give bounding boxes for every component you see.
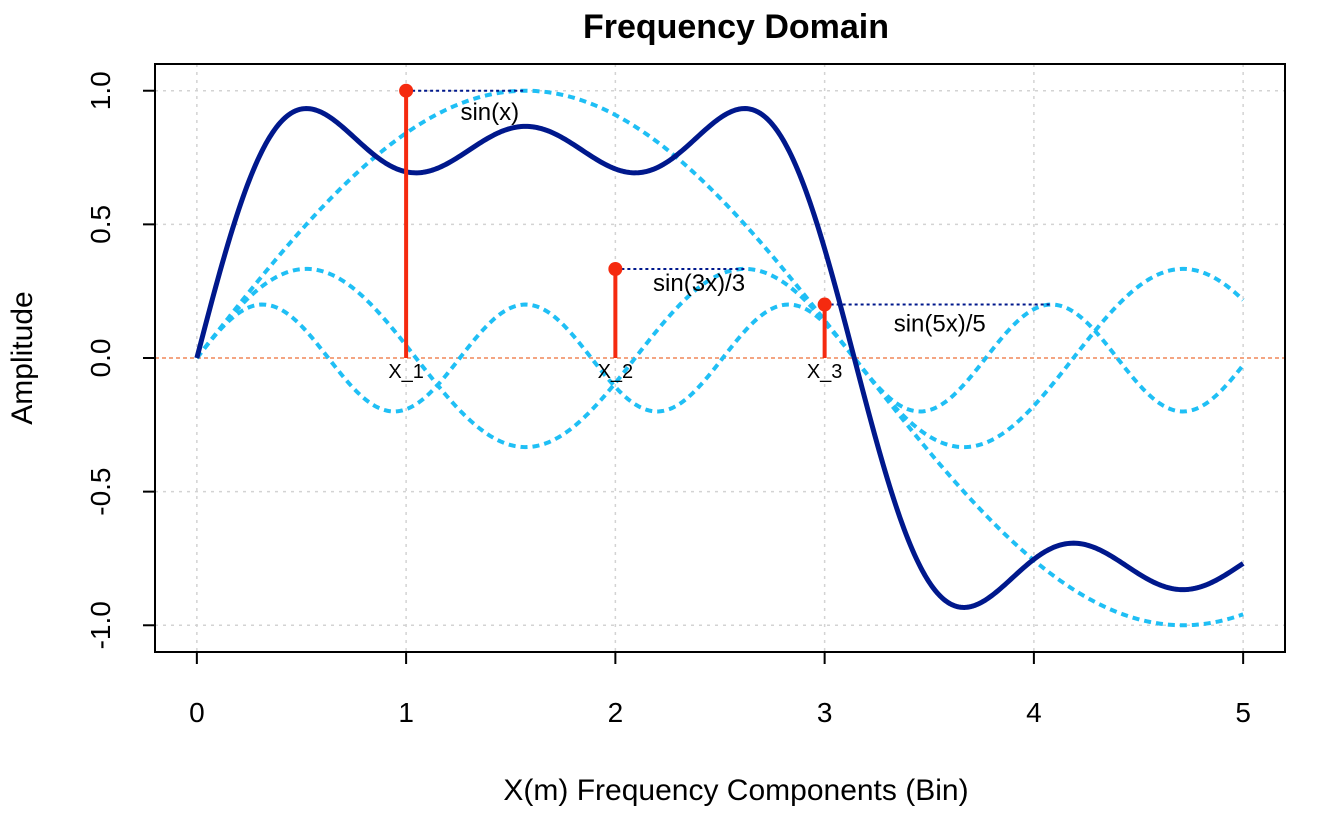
series-layer bbox=[194, 88, 1245, 628]
annotation-1: sin(x) bbox=[460, 99, 519, 126]
annotation-layer: sin(x) sin(3x)/3 sin(5x)/5 bbox=[460, 99, 985, 337]
stem-marker-3 bbox=[817, 297, 832, 312]
y-tick-label-3: 0.5 bbox=[85, 205, 116, 244]
y-axis-label: Amplitude bbox=[6, 291, 39, 424]
stem-marker-1 bbox=[399, 83, 414, 98]
series-line-h1 bbox=[195, 88, 1244, 628]
stem-marker-2 bbox=[608, 261, 623, 276]
y-tick-label-0: -1.0 bbox=[85, 601, 116, 649]
x-tick-label-3: 3 bbox=[817, 697, 833, 728]
series-line-h5 bbox=[195, 302, 1245, 414]
y-tick-label-4: 1.0 bbox=[85, 71, 116, 110]
y-tick-label-1: -0.5 bbox=[85, 468, 116, 516]
chart-title: Frequency Domain bbox=[583, 8, 889, 46]
axes: 0 1 2 3 4 5 -1.0 -0.5 0.0 0.5 1.0 bbox=[85, 71, 1251, 728]
stem-label-1: X_1 bbox=[388, 361, 424, 383]
x-tick-label-5: 5 bbox=[1235, 697, 1251, 728]
y-tick-label-2: 0.0 bbox=[85, 339, 116, 378]
x-axis-label: X(m) Frequency Components (Bin) bbox=[503, 774, 968, 807]
plot-frame bbox=[154, 63, 1286, 653]
stem-label-3: X_3 bbox=[807, 361, 843, 383]
x-tick-label-4: 4 bbox=[1026, 697, 1042, 728]
x-tick-label-1: 1 bbox=[398, 697, 414, 728]
stem-layer: X_1 X_2 X_3 bbox=[388, 83, 843, 383]
series-line-h3 bbox=[195, 266, 1245, 450]
annotation-2: sin(3x)/3 bbox=[653, 270, 745, 297]
stem-label-2: X_2 bbox=[598, 361, 634, 383]
x-tick-label-2: 2 bbox=[608, 697, 624, 728]
x-tick-label-0: 0 bbox=[189, 697, 205, 728]
annotation-3: sin(5x)/5 bbox=[894, 310, 986, 337]
guide-line-layer bbox=[406, 89, 1051, 306]
series-line-sum bbox=[194, 106, 1245, 610]
